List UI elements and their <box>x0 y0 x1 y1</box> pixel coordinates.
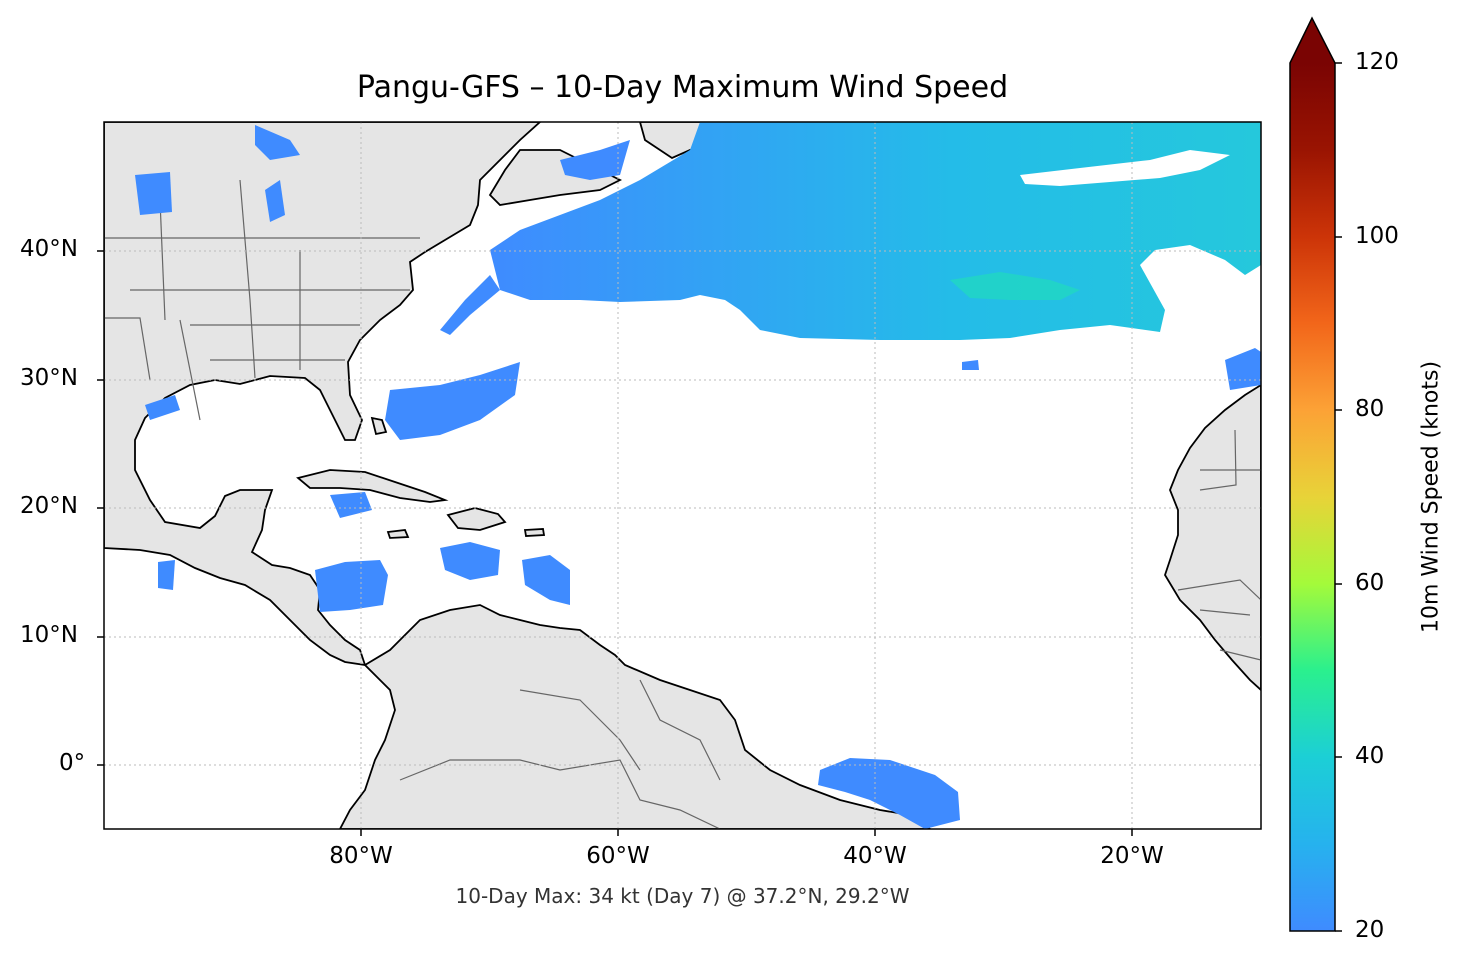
lat-tick-label: 40°N <box>20 236 78 262</box>
map-title: Pangu-GFS – 10-Day Maximum Wind Speed <box>356 70 1009 105</box>
wind-equatorial <box>818 758 960 829</box>
lon-tick-label: 80°W <box>329 843 393 869</box>
max-wind-summary: 10-Day Max: 34 kt (Day 7) @ 37.2°N, 29.2… <box>455 884 910 908</box>
wind-pacific <box>158 560 175 590</box>
colorbar-label: 10m Wind Speed (knots) <box>1418 360 1444 634</box>
wind-gulf-stream <box>440 275 500 335</box>
lat-tick-label: 30°N <box>20 365 78 391</box>
colorbar-tick-label: 60 <box>1355 570 1385 596</box>
wind-great-lakes <box>255 125 300 160</box>
wind-caribbean-central <box>440 542 500 580</box>
wind-azores-small <box>962 360 979 370</box>
bahamas-land <box>370 416 388 436</box>
wind-caribbean-west <box>315 560 388 612</box>
lat-tick-label: 20°N <box>20 493 78 519</box>
wind-gulf <box>145 395 180 420</box>
wind-northeast-coast <box>560 140 630 180</box>
colorbar-gradient <box>1290 63 1335 931</box>
lat-tick-label: 10°N <box>20 622 78 648</box>
lon-tick-label: 60°W <box>586 843 650 869</box>
colorbar-tick-label: 80 <box>1355 396 1385 422</box>
south-america-land <box>338 604 932 829</box>
map-frame <box>103 121 1262 830</box>
wind-midwest <box>135 172 172 215</box>
colorbar-tick-label: 100 <box>1355 223 1399 249</box>
colorbar-tick-label: 20 <box>1355 917 1385 943</box>
colorbar-frame <box>1289 16 1336 932</box>
cuba-land <box>296 469 449 503</box>
puerto-rico-land <box>523 528 546 537</box>
wind-max-core <box>950 272 1080 300</box>
lat-tick-label: 0° <box>59 750 86 776</box>
calm-region <box>1020 150 1230 186</box>
colorbar-extend-arrow <box>1290 18 1335 63</box>
wind-caribbean-east <box>522 555 570 605</box>
jamaica-land <box>386 529 410 539</box>
colorbar-tick-label: 40 <box>1355 743 1385 769</box>
north-america-land <box>104 122 542 667</box>
wind-bahamas-band <box>385 362 520 440</box>
axis-ticks <box>97 250 1133 836</box>
borders-layer <box>104 179 1261 829</box>
colorbar <box>1289 16 1342 932</box>
colorbar-tick-label: 120 <box>1355 49 1399 75</box>
lon-tick-label: 20°W <box>1100 843 1164 869</box>
wind-michigan <box>265 180 285 222</box>
lon-tick-label: 40°W <box>843 843 907 869</box>
